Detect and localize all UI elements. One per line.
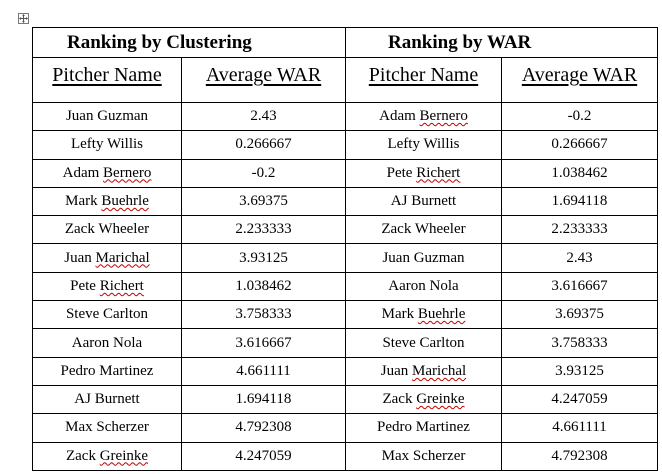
war-pitcher-name-cell: Pedro Martinez	[345, 413, 502, 443]
column-header-average-war: Average WAR	[500, 57, 659, 103]
table-row: Steve Carlton 3.758333 Mark Buehrle 3.69375	[32, 300, 659, 330]
table-row: Lefty Willis 0.266667 Lefty Willis 0.266667	[32, 130, 659, 160]
table-row: Zack Wheeler 2.233333 Zack Wheeler 2.233333	[32, 215, 659, 245]
spellcheck-flagged-word[interactable]: Richert	[416, 164, 461, 181]
war-average-war-cell: 3.93125	[500, 356, 659, 386]
column-header-average-war: Average WAR	[181, 57, 346, 103]
war-average-war-cell: 1.694118	[500, 186, 659, 217]
cluster-average-war-cell: 1.038462	[181, 271, 346, 302]
war-average-war-cell: 4.661111	[500, 413, 659, 443]
table-row: Mark Buehrle 3.69375 AJ Burnett 1.694118	[32, 186, 659, 217]
table-row: Max Scherzer 4.792308 Pedro Martinez 4.6611…	[32, 413, 659, 443]
table-move-handle-icon[interactable]	[18, 13, 29, 24]
spellcheck-flagged-word[interactable]: Greinke	[99, 447, 149, 464]
cluster-pitcher-name-cell: Max Scherzer	[32, 413, 182, 443]
war-average-war-cell: 1.038462	[500, 158, 659, 188]
table-row: AJ Burnett 1.694118 Zack Greinke 4.247059	[32, 384, 659, 415]
spellcheck-flagged-word[interactable]: Buehrle	[101, 193, 149, 210]
cluster-pitcher-name-cell: Aaron Nola	[32, 328, 182, 358]
spellcheck-flagged-word[interactable]: Bernero	[103, 164, 152, 181]
spellcheck-flagged-word[interactable]: Bernero	[419, 108, 468, 125]
table-body: Juan Guzman 2.43 Adam Bernero -0.2 Lefty Wil…	[32, 101, 659, 471]
cluster-pitcher-name-cell: Lefty Willis	[32, 130, 182, 160]
war-pitcher-name-cell: Steve Carlton	[345, 328, 502, 358]
cluster-average-war-cell: 3.758333	[181, 300, 346, 330]
cluster-average-war-cell: 3.93125	[181, 243, 346, 273]
cluster-average-war-cell: 0.266667	[181, 130, 346, 160]
war-average-war-cell: 3.758333	[500, 328, 659, 358]
spellcheck-flagged-word[interactable]: Marichal	[412, 362, 467, 379]
column-header-pitcher-name: Pitcher Name	[345, 57, 502, 103]
cluster-pitcher-name-cell: Adam Bernero	[32, 158, 182, 188]
cluster-pitcher-name-cell: AJ Burnett	[32, 384, 182, 415]
cluster-average-war-cell: 3.616667	[181, 328, 346, 358]
cluster-pitcher-name-cell: Pete Richert	[32, 271, 182, 302]
cluster-average-war-cell: 2.233333	[181, 215, 346, 245]
war-average-war-cell: 3.616667	[500, 271, 659, 302]
cluster-average-war-cell: 4.792308	[181, 413, 346, 443]
war-pitcher-name-cell: Aaron Nola	[345, 271, 502, 302]
spellcheck-flagged-word[interactable]: Greinke	[416, 391, 465, 408]
cluster-pitcher-name-cell: Juan Marichal	[32, 243, 182, 273]
war-pitcher-name-cell: Juan Marichal	[345, 356, 502, 386]
cluster-average-war-cell: -0.2	[181, 158, 346, 188]
cluster-average-war-cell: 4.661111	[181, 356, 346, 386]
spellcheck-flagged-word[interactable]: Marichal	[95, 249, 150, 266]
war-pitcher-name-cell: Pete Richert	[345, 158, 502, 188]
cluster-pitcher-name-cell: Juan Guzman	[32, 101, 182, 132]
table-row: Pedro Martinez 4.661111 Juan Marichal 3.931…	[32, 356, 659, 386]
cluster-pitcher-name-cell: Zack Greinke	[32, 441, 182, 471]
war-average-war-cell: 0.266667	[500, 130, 659, 160]
cluster-average-war-cell: 4.247059	[181, 441, 346, 471]
table-row: Aaron Nola 3.616667 Steve Carlton 3.758333	[32, 328, 659, 358]
ranking-table: Ranking by Clustering Ranking by WAR Pit…	[32, 27, 659, 471]
column-header-pitcher-name: Pitcher Name	[32, 57, 182, 103]
war-pitcher-name-cell: Zack Wheeler	[345, 215, 502, 245]
war-pitcher-name-cell: Lefty Willis	[345, 130, 502, 160]
war-pitcher-name-cell: Mark Buehrle	[345, 300, 502, 330]
war-pitcher-name-cell: Zack Greinke	[345, 384, 502, 415]
war-average-war-cell: 2.43	[500, 243, 659, 273]
cluster-average-war-cell: 1.694118	[181, 384, 346, 415]
table-row: Adam Bernero -0.2 Pete Richert 1.038462	[32, 158, 659, 188]
war-average-war-cell: 3.69375	[500, 300, 659, 330]
war-average-war-cell: 4.247059	[500, 384, 659, 415]
war-pitcher-name-cell: Max Scherzer	[345, 441, 502, 471]
table-row: Juan Guzman 2.43 Adam Bernero -0.2	[32, 101, 659, 132]
war-average-war-cell: -0.2	[500, 101, 659, 132]
war-pitcher-name-cell: AJ Burnett	[345, 186, 502, 217]
cluster-pitcher-name-cell: Pedro Martinez	[32, 356, 182, 386]
group-header-war: Ranking by WAR	[344, 27, 659, 58]
spellcheck-flagged-word[interactable]: Richert	[99, 277, 144, 294]
cluster-pitcher-name-cell: Zack Wheeler	[32, 215, 182, 245]
table-row: Pete Richert 1.038462 Aaron Nola 3.616667	[32, 271, 659, 302]
war-average-war-cell: 2.233333	[500, 215, 659, 245]
cluster-pitcher-name-cell: Mark Buehrle	[32, 186, 182, 217]
war-pitcher-name-cell: Adam Bernero	[345, 101, 502, 132]
war-pitcher-name-cell: Juan Guzman	[345, 243, 502, 273]
cluster-average-war-cell: 2.43	[181, 101, 346, 132]
war-average-war-cell: 4.792308	[500, 441, 659, 471]
cluster-pitcher-name-cell: Steve Carlton	[32, 300, 182, 330]
table-row: Zack Greinke 4.247059 Max Scherzer 4.792308	[32, 441, 659, 471]
cluster-average-war-cell: 3.69375	[181, 186, 346, 217]
group-header-clustering: Ranking by Clustering	[32, 27, 346, 58]
spellcheck-flagged-word[interactable]: Buehrle	[417, 306, 466, 323]
table-row: Juan Marichal 3.93125 Juan Guzman 2.43	[32, 243, 659, 273]
